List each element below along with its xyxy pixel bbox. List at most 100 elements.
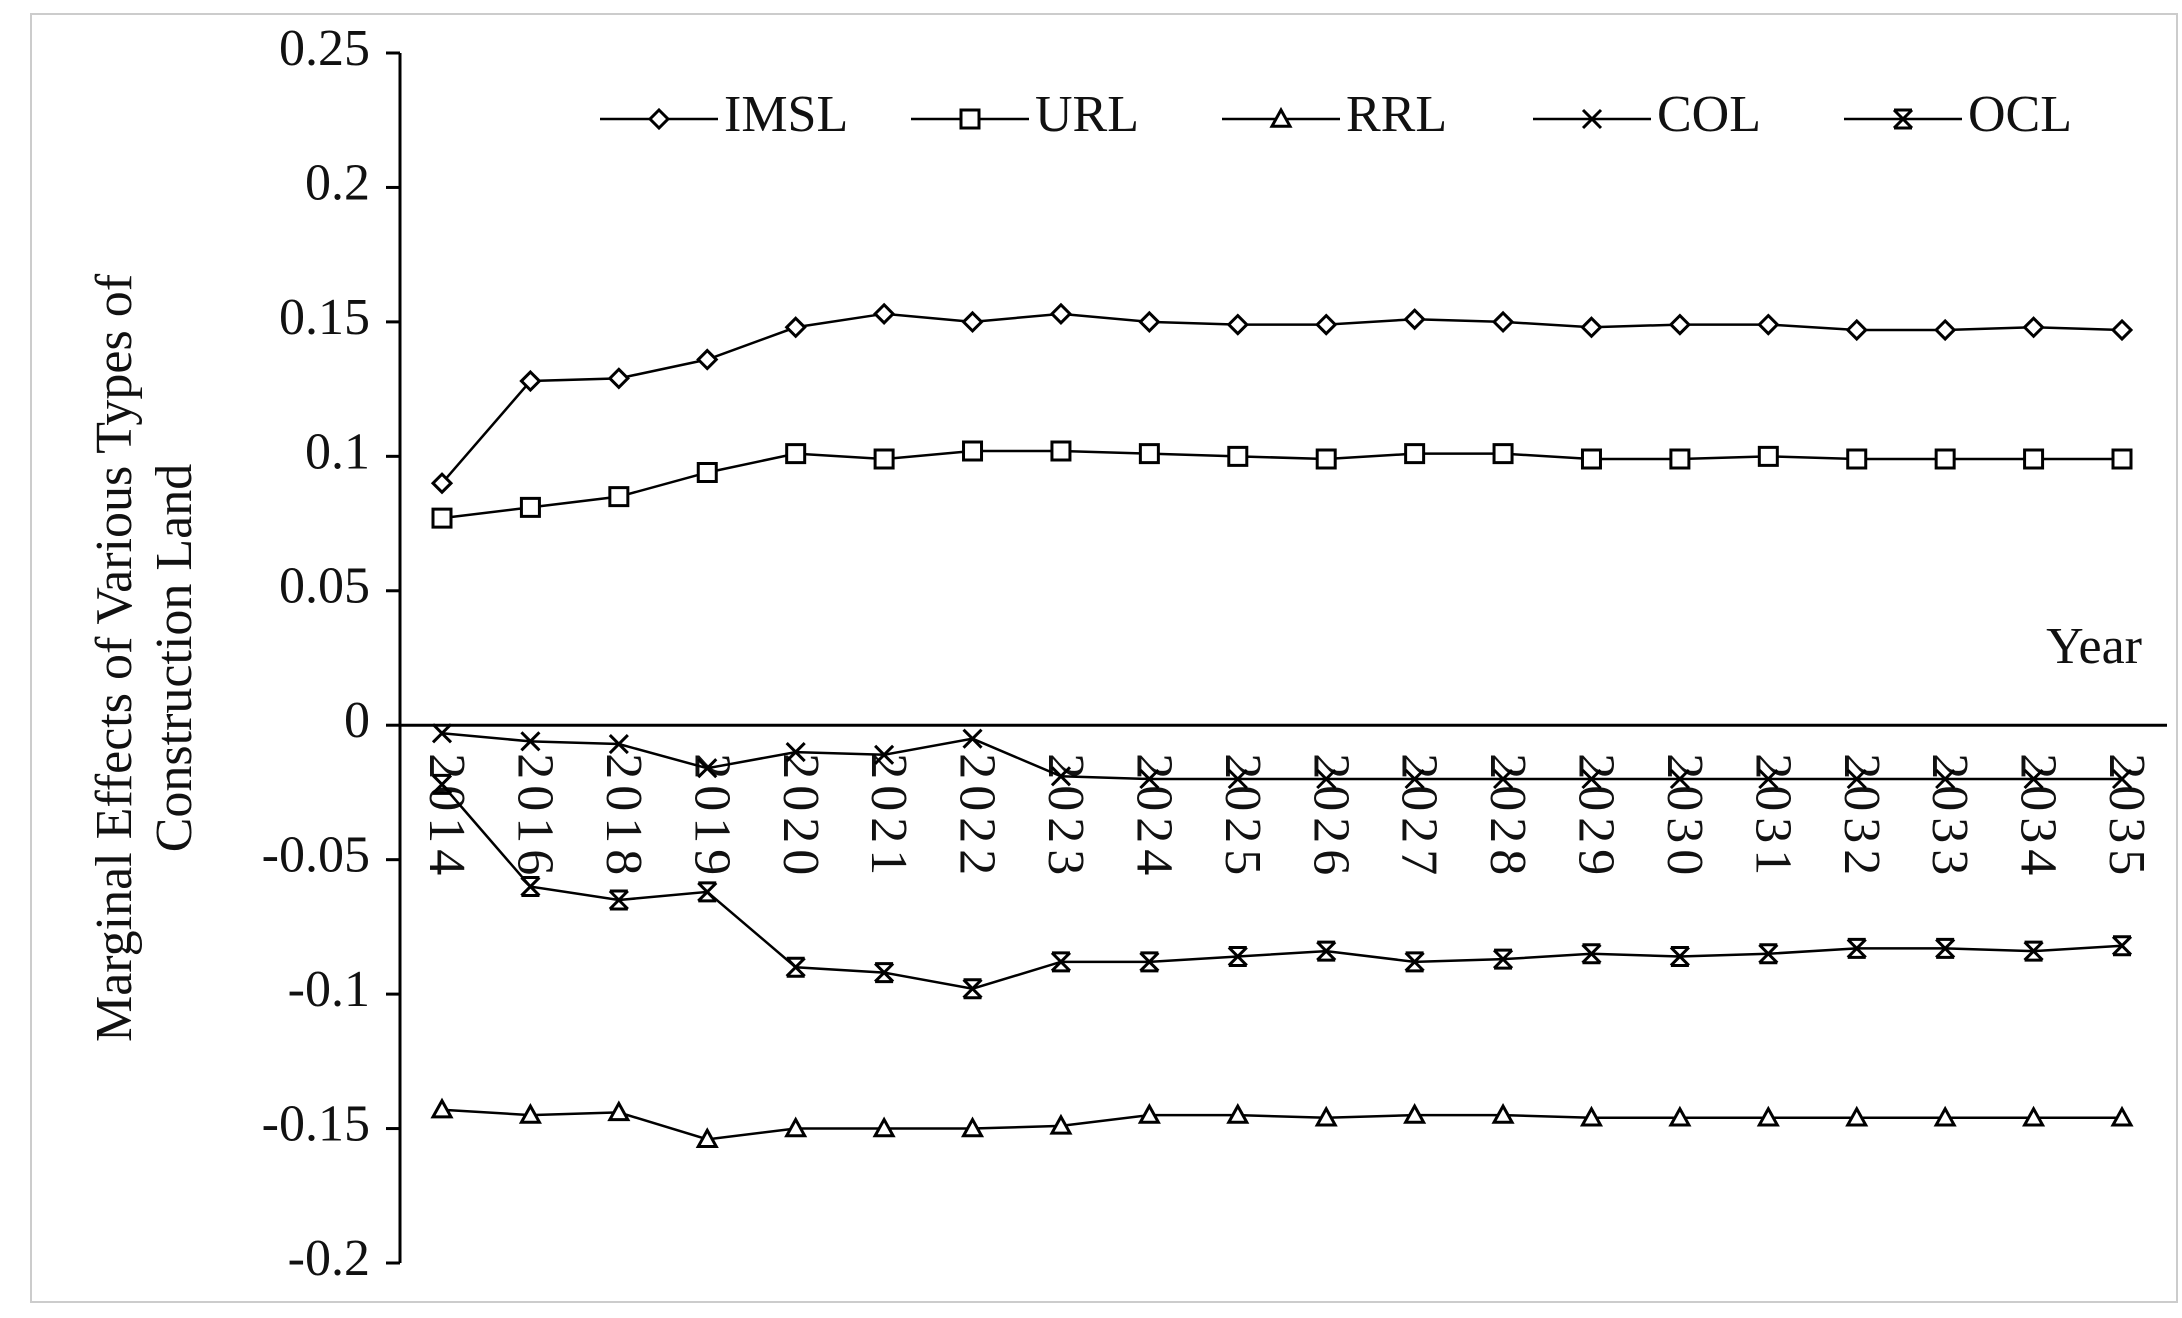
marker	[519, 496, 541, 518]
legend-marker	[1581, 108, 1603, 130]
marker	[1404, 443, 1426, 465]
marker	[2022, 316, 2045, 339]
marker	[1579, 1105, 1604, 1127]
marker	[1403, 1103, 1427, 1124]
x-tick-label: 2021	[860, 753, 917, 881]
series-line	[441, 312, 2123, 485]
marker	[2111, 448, 2133, 470]
marker	[1668, 1105, 1692, 1127]
marker	[1492, 948, 1514, 970]
marker	[872, 302, 896, 325]
marker	[1404, 768, 1425, 790]
marker	[697, 758, 718, 779]
x-tick-label: 2023	[1037, 753, 1094, 881]
marker	[962, 978, 983, 1000]
x-tick-label: 2014	[418, 753, 475, 881]
marker	[1580, 448, 1602, 470]
marker	[608, 889, 629, 911]
marker	[697, 881, 718, 903]
marker	[1934, 448, 1956, 470]
marker	[2022, 1105, 2046, 1127]
marker	[1139, 951, 1160, 973]
marker	[874, 744, 895, 765]
marker	[1316, 768, 1337, 790]
marker	[1491, 1103, 1515, 1124]
legend-label: COL	[1657, 86, 1761, 143]
marker	[1581, 768, 1602, 790]
marker	[785, 742, 806, 763]
marker	[784, 1116, 808, 1138]
marker	[696, 461, 718, 483]
y-tick-label: 0	[344, 692, 370, 749]
x-tick-label: 2020	[772, 753, 829, 881]
marker	[1227, 768, 1248, 790]
marker	[874, 962, 895, 984]
y-axis-title-line: Marginal Effects of Various Types of	[86, 273, 143, 1042]
y-axis-title-line: Construction Land	[146, 464, 203, 853]
series-line	[441, 732, 2122, 781]
marker	[1756, 1105, 1780, 1127]
marker	[1846, 448, 1868, 470]
y-tick-label: 0.1	[305, 423, 370, 480]
y-tick-label: 0.2	[305, 154, 370, 211]
marker	[1049, 302, 1073, 325]
marker	[607, 1100, 631, 1122]
marker	[1581, 943, 1602, 965]
marker	[1315, 313, 1338, 336]
marker	[1933, 1105, 1957, 1127]
marker	[2111, 768, 2133, 790]
legend-marker	[959, 108, 981, 130]
marker	[1668, 313, 1692, 336]
marker	[1226, 1103, 1250, 1124]
marker	[1845, 318, 1868, 342]
marker	[873, 448, 895, 470]
marker	[1050, 766, 1072, 787]
marker	[1669, 448, 1691, 470]
legend-marker	[647, 107, 671, 131]
x-tick-label: 2016	[506, 753, 563, 881]
marker	[1137, 1103, 1161, 1124]
marker	[961, 310, 984, 334]
marker	[607, 367, 630, 390]
marker	[1491, 310, 1515, 334]
marker	[1049, 1113, 1073, 1135]
y-tick-label: -0.2	[288, 1230, 370, 1287]
marker	[430, 1097, 454, 1119]
marker	[2023, 768, 2044, 790]
legend-label: OCL	[1968, 86, 2072, 143]
marker	[1403, 308, 1426, 331]
marker	[2023, 940, 2044, 962]
marker	[1846, 768, 1867, 790]
y-axis-title: Marginal Effects of Various Types of Con…	[86, 273, 203, 1042]
marker	[696, 348, 719, 371]
marker	[1138, 443, 1160, 465]
marker	[608, 486, 630, 508]
marker	[962, 440, 984, 462]
marker	[431, 773, 453, 795]
legend-marker	[1269, 106, 1293, 128]
marker	[1669, 945, 1690, 967]
marker	[784, 316, 807, 339]
marker	[1404, 951, 1425, 973]
x-axis-title: Year	[2046, 618, 2142, 675]
marker	[1492, 768, 1514, 790]
marker	[2110, 1105, 2134, 1127]
marker	[2110, 318, 2134, 342]
legend-marker	[1892, 108, 1914, 130]
marker	[1580, 316, 1603, 339]
legend-label: IMSL	[724, 86, 848, 143]
marker	[519, 369, 542, 393]
marker	[1050, 951, 1072, 973]
marker	[1846, 937, 1867, 959]
y-tick-label: -0.05	[262, 827, 370, 884]
marker	[1758, 943, 1779, 965]
legend-label: RRL	[1346, 86, 1447, 143]
marker	[960, 1116, 985, 1138]
marker	[1935, 937, 1956, 959]
marker	[1314, 1105, 1338, 1127]
marker	[1139, 768, 1160, 790]
marker	[1669, 768, 1690, 790]
marker	[1138, 310, 1161, 334]
marker	[2111, 935, 2133, 957]
marker	[1758, 768, 1779, 790]
